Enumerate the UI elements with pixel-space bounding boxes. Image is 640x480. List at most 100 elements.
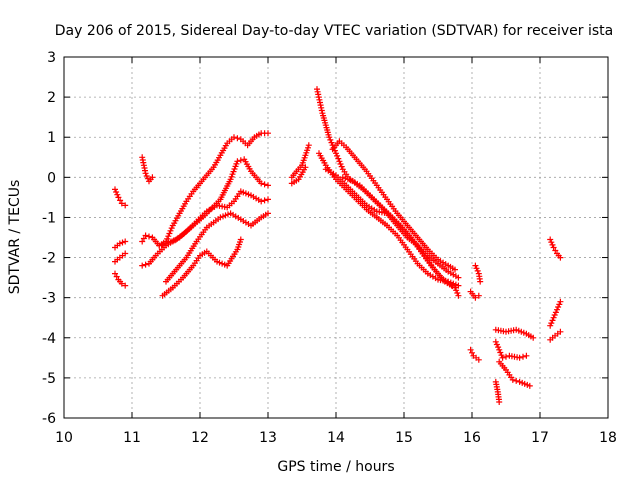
data-point [261, 181, 268, 188]
data-point [474, 267, 481, 274]
data-point [261, 197, 268, 204]
x-tick-label: 14 [327, 430, 345, 446]
data-point [496, 346, 503, 353]
data-point [234, 135, 241, 142]
data-point [142, 232, 149, 239]
data-point [265, 182, 271, 189]
data-point [552, 309, 559, 316]
x-tick-label: 17 [531, 430, 549, 446]
data-point [119, 239, 126, 246]
data-point [557, 254, 564, 261]
data-point [142, 261, 149, 268]
data-point [513, 377, 520, 384]
y-tick-label: 2 [47, 90, 56, 106]
data-point [334, 152, 341, 159]
data-point [454, 290, 461, 296]
y-tick-label: -5 [42, 371, 56, 387]
data-point [455, 292, 462, 299]
data-point [452, 284, 458, 291]
data-point [122, 282, 129, 289]
data-point [516, 378, 523, 385]
data-point [326, 134, 333, 141]
data-point [305, 142, 312, 149]
x-tick-label: 10 [55, 430, 73, 446]
data-point [455, 282, 462, 289]
x-tick-label: 11 [123, 430, 141, 446]
data-point [159, 241, 166, 248]
data-point [503, 353, 509, 360]
data-point [499, 354, 506, 361]
data-point [520, 353, 526, 360]
data-point [472, 262, 479, 269]
data-point [327, 136, 334, 143]
data-point [237, 157, 244, 164]
data-point [258, 180, 265, 187]
data-point [237, 236, 244, 243]
data-point [530, 334, 537, 341]
data-point [549, 317, 556, 324]
data-point [114, 191, 121, 198]
data-point [453, 287, 460, 294]
data-point [495, 344, 502, 351]
y-axis-label: SDTVAR / TECUs [7, 180, 23, 295]
data-point [523, 352, 530, 359]
data-point [143, 173, 150, 179]
data-point [477, 278, 484, 285]
data-point [156, 242, 163, 249]
data-point [475, 292, 482, 299]
data-point [167, 227, 174, 234]
data-point [122, 250, 129, 257]
data-point [336, 158, 343, 165]
grid [64, 57, 608, 418]
data-point [472, 294, 479, 301]
data-point [166, 230, 173, 237]
data-point [338, 163, 345, 170]
data-point [526, 382, 533, 389]
data-point [550, 314, 557, 321]
data-point [139, 262, 146, 269]
data-point [452, 266, 458, 273]
plot-frame [63, 56, 609, 419]
data-point [231, 134, 237, 141]
data-point [497, 349, 504, 356]
data-point [165, 233, 172, 240]
data-point [146, 233, 152, 240]
y-tick-label: -2 [42, 251, 56, 267]
y-tick-label: 0 [47, 170, 56, 186]
data-point [556, 301, 563, 308]
y-tick-label: -6 [42, 411, 56, 427]
y-tick-label: -1 [42, 210, 56, 226]
data-point [335, 155, 342, 162]
data-point [548, 320, 555, 327]
data-point [516, 354, 523, 361]
data-point [122, 238, 129, 245]
data-point [455, 274, 462, 281]
x-tick-label: 15 [395, 430, 413, 446]
data-point [475, 356, 482, 363]
data-points [112, 86, 564, 405]
chart-title: Day 206 of 2015, Sidereal Day-to-day VTE… [55, 23, 613, 39]
y-tick-label: -3 [42, 291, 56, 307]
y-tick-label: 1 [47, 130, 56, 146]
data-point [149, 174, 156, 181]
data-point [554, 306, 560, 313]
data-point [142, 170, 149, 177]
data-point [547, 236, 554, 243]
data-point [302, 164, 309, 171]
y-tick-label: 3 [47, 50, 56, 66]
data-point [113, 189, 120, 195]
data-point [557, 328, 564, 335]
data-point [265, 196, 271, 203]
data-point [265, 210, 271, 217]
y-tick-label: -4 [42, 331, 56, 347]
data-point [509, 376, 516, 383]
x-tick-label: 13 [259, 430, 277, 446]
data-point [234, 158, 241, 165]
x-tick-label: 12 [191, 430, 209, 446]
data-point [258, 198, 265, 205]
data-point [122, 202, 129, 209]
data-point [496, 399, 503, 405]
data-point [265, 130, 271, 137]
